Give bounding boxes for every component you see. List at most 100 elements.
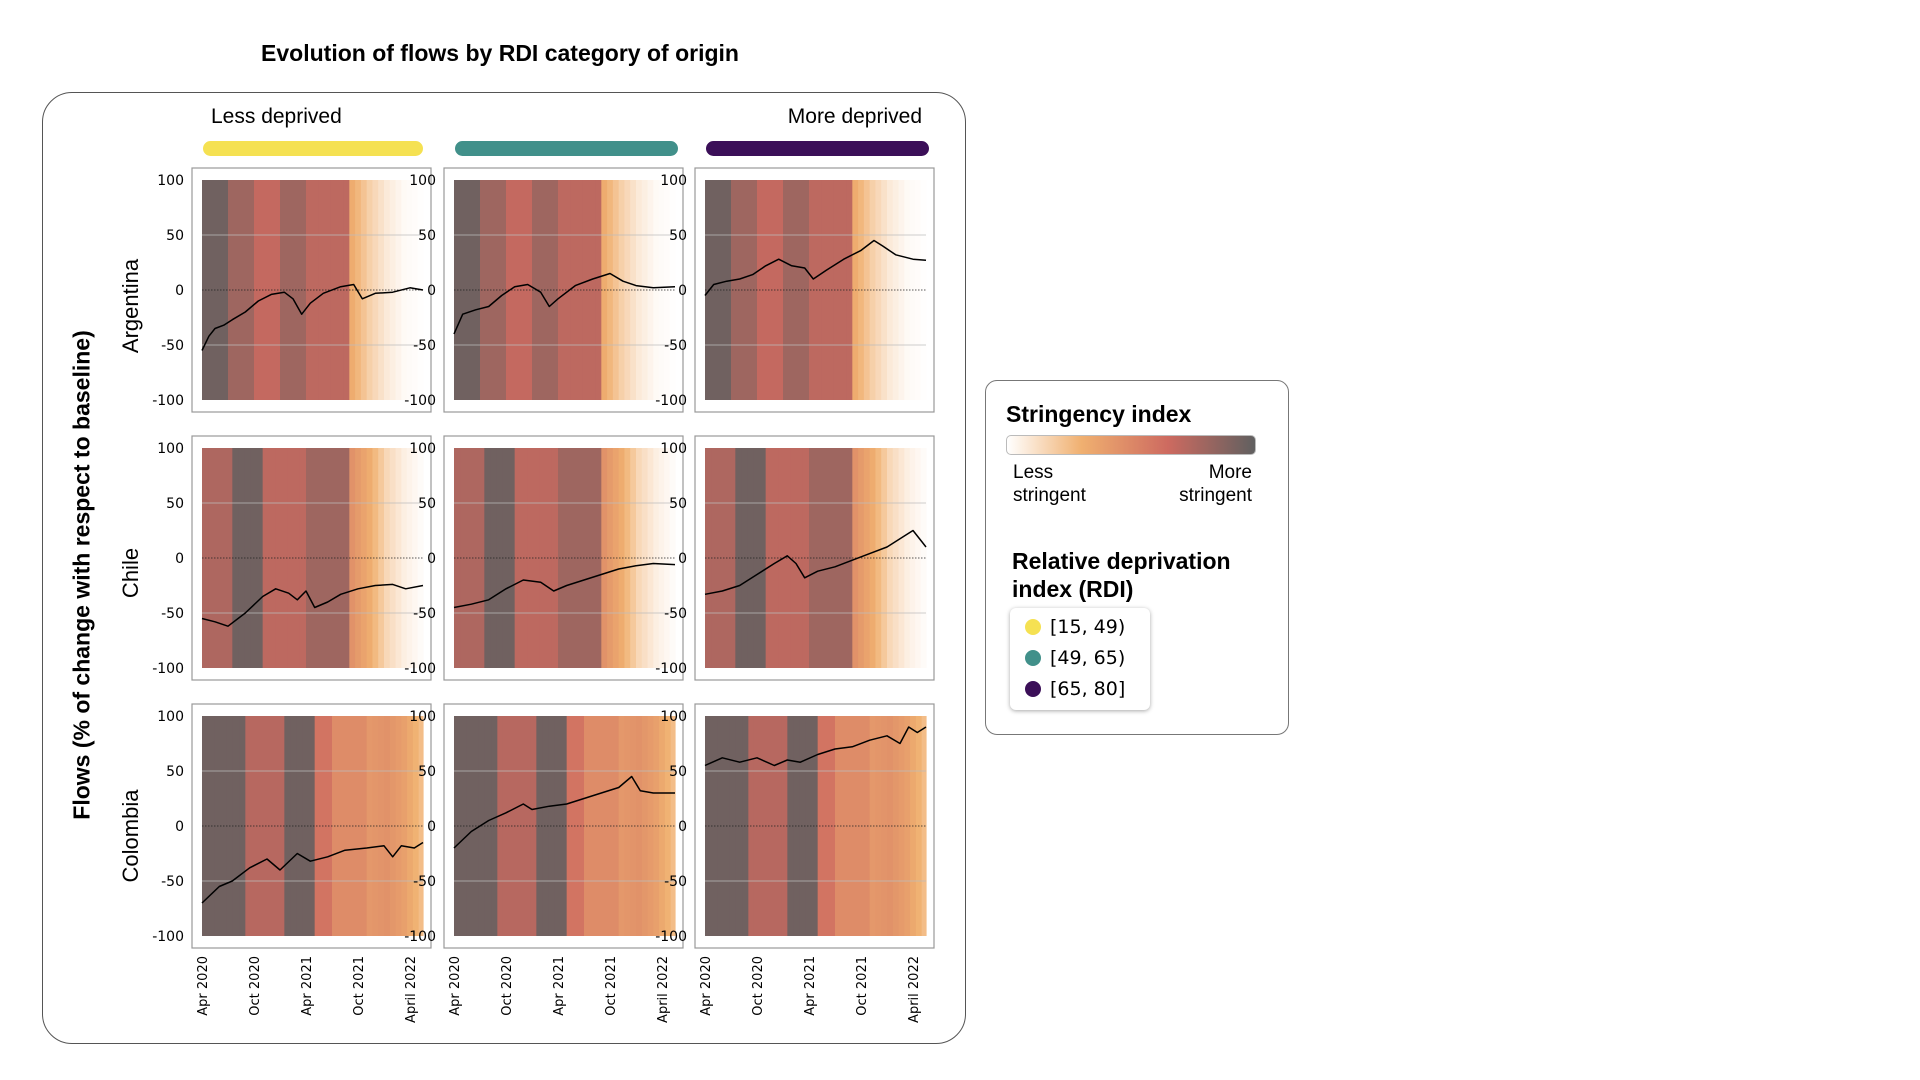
x-tick-label: April 2022: [656, 956, 671, 1023]
stringency-band: [641, 180, 649, 400]
y-tick-label: -100: [404, 661, 436, 677]
stringency-band: [290, 716, 298, 936]
x-tick-label: Oct 2020: [751, 956, 766, 1016]
y-tick-label: -50: [664, 338, 687, 354]
stringency-band: [467, 180, 475, 400]
y-tick-label: 50: [166, 228, 184, 244]
y-tick-label: -100: [404, 393, 436, 409]
x-tick-label: Oct 2021: [352, 956, 367, 1016]
y-tick-label: -100: [404, 929, 436, 945]
stringency-band: [898, 716, 905, 936]
y-tick-label: 0: [678, 551, 687, 567]
stringency-band: [742, 716, 749, 936]
y-tick-label: -100: [152, 929, 184, 945]
stringency-band: [570, 180, 578, 400]
stringency-band: [793, 716, 801, 936]
stringency-band: [887, 716, 894, 936]
y-tick-label: -50: [413, 606, 436, 622]
y-tick-label: 100: [409, 441, 436, 457]
rdi-bar-mid: [455, 141, 678, 156]
stringency-band: [318, 180, 326, 400]
y-tick-label: 0: [678, 283, 687, 299]
stringency-band: [805, 716, 813, 936]
x-tick-label: Apr 2021: [300, 956, 315, 1016]
x-tick-label: April 2022: [907, 956, 922, 1023]
stringency-band: [239, 716, 246, 936]
stringency-band: [251, 716, 259, 936]
stringency-band: [618, 448, 626, 668]
stringency-band: [875, 716, 882, 936]
y-tick-label: 100: [157, 441, 184, 457]
rdi-legend-label: [49, 65): [1050, 647, 1126, 669]
stringency-band: [395, 716, 402, 936]
y-tick-label: -100: [152, 661, 184, 677]
stringency-band: [378, 448, 385, 668]
stringency-band: [624, 448, 631, 668]
y-tick-label: 50: [669, 764, 687, 780]
stringency-band: [618, 180, 626, 400]
flows-line: [704, 726, 927, 767]
stringency-band: [378, 716, 385, 936]
stringency-band: [401, 716, 408, 936]
stringency-band: [318, 448, 326, 668]
stringency-band: [245, 716, 253, 936]
stringency-band: [817, 716, 825, 936]
flows-line: [201, 841, 424, 904]
stringency-band: [875, 448, 882, 668]
stringency-band: [258, 716, 266, 936]
rdi-bar-high: [706, 141, 929, 156]
panel-colombia-1: 100 50 0 -50 -100 Apr 2020 Oct 2020 Apr 2021 Oct…: [152, 703, 432, 1023]
panel-argentina-1: 100 50 0 -50 -100: [152, 167, 432, 413]
stringency-band: [887, 448, 894, 668]
stringency-band: [519, 716, 526, 936]
stringency-band: [823, 716, 830, 936]
y-tick-label: 0: [427, 551, 436, 567]
rdi-mid-dot-icon: [1025, 650, 1041, 666]
stringency-band: [384, 448, 391, 668]
flows-line: [704, 239, 927, 296]
stringency-band: [770, 180, 778, 400]
stringency-band: [796, 448, 804, 668]
x-tick-label: Oct 2020: [248, 956, 263, 1016]
rdi-legend-item: [15, 49): [1025, 616, 1125, 638]
stringency-band: [898, 180, 905, 400]
y-tick-label: -50: [161, 606, 184, 622]
stringency-band: [314, 716, 322, 936]
stringency-band: [892, 180, 900, 400]
x-tick-label: Apr 2020: [699, 956, 714, 1016]
x-tick-label: April 2022: [404, 956, 419, 1023]
stringency-band: [299, 448, 307, 668]
stringency-band: [827, 448, 835, 668]
y-tick-label: -50: [664, 606, 687, 622]
stringency-band: [572, 716, 579, 936]
stringency-band: [324, 180, 332, 400]
y-tick-label: -50: [413, 338, 436, 354]
stringency-band: [875, 180, 882, 400]
stringency-band: [892, 448, 900, 668]
stringency-band: [669, 448, 676, 668]
stringency-band: [372, 180, 379, 400]
x-tick-label: Apr 2020: [448, 956, 463, 1016]
stringency-band: [395, 448, 402, 668]
y-tick-label: 0: [427, 819, 436, 835]
stringency-band: [821, 448, 829, 668]
stringency-band: [312, 448, 319, 668]
stringency-band: [539, 448, 547, 668]
stringency-band: [827, 180, 835, 400]
stringency-band: [809, 180, 816, 400]
y-tick-label: -100: [655, 929, 687, 945]
y-tick-label: -50: [413, 874, 436, 890]
x-tick-label: Apr 2020: [196, 956, 211, 1016]
x-tick-label: Oct 2021: [855, 956, 870, 1016]
flows-line: [201, 583, 424, 627]
stringency-band: [881, 716, 888, 936]
stringency-band: [757, 180, 765, 400]
stringency-band: [564, 448, 571, 668]
stringency-more-label: More stringent: [1179, 462, 1252, 506]
flows-line: [704, 529, 927, 596]
stringency-band: [480, 180, 488, 400]
stringency-band: [630, 716, 637, 936]
stringency-band: [724, 180, 732, 400]
stringency-band: [641, 716, 649, 936]
column-label-less-deprived: Less deprived: [211, 105, 342, 128]
